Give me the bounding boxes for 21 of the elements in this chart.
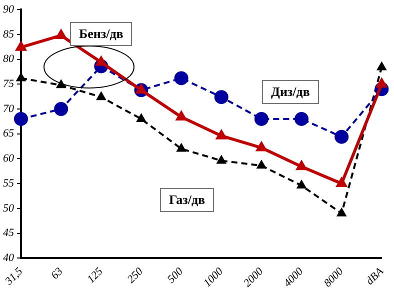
y-tick-label: 40 [3,252,14,264]
y-tick-label: 90 [3,3,14,16]
x-tick-label: dBA [364,265,386,288]
annotation: Диз/дв [262,80,319,104]
y-tick-label: 75 [3,78,14,90]
y-tick-label: 80 [3,53,14,66]
annotation: Бенз/дв [70,22,132,46]
y-tick-label: 70 [3,102,14,115]
y-tick-label: 45 [3,227,14,240]
x-tick-label: 4000 [282,265,306,290]
y-tick-label: 60 [3,152,14,165]
x-tick-label: 250 [125,265,146,286]
y-tick-label: 50 [3,202,14,214]
y-tick-label: 55 [3,177,14,190]
y-tick-label: 65 [3,128,14,140]
x-tick-label: 63 [48,265,66,282]
x-tick-label: 500 [165,265,186,286]
y-tick-label: 85 [3,28,14,40]
x-tick-label: 125 [85,265,106,286]
x-tick-label: 31,5 [2,265,26,288]
annotation: Газ/дв [160,188,214,212]
